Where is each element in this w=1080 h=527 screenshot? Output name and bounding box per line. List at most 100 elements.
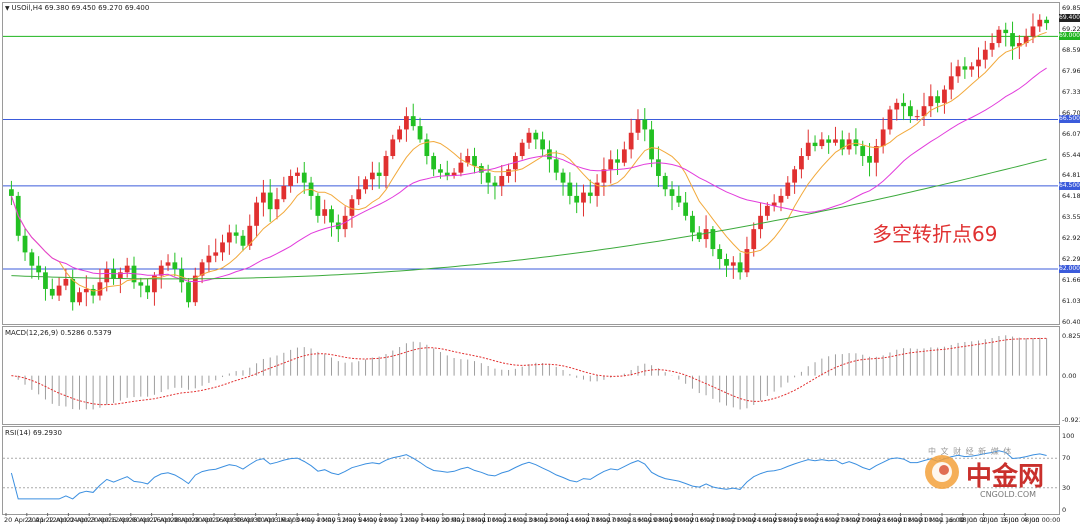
candle-body [696, 232, 702, 240]
candle-body [724, 259, 729, 266]
candle-body [138, 282, 144, 286]
time-axis-label: 31 May 16:00 [919, 516, 964, 524]
time-axis-label: 21 May 16:00 [732, 516, 777, 524]
candle-body [621, 149, 627, 163]
candle-body [526, 132, 532, 143]
candle-body [349, 199, 355, 216]
candle-body [492, 182, 498, 186]
logo-main-text: 中金网 [966, 462, 1045, 492]
rsi-panel[interactable] [2, 426, 1060, 515]
rsi-header: RSI(14) 69.2930 [5, 429, 62, 437]
candle-body [158, 265, 164, 276]
time-axis-label: 13 May 16:00 [544, 516, 590, 524]
time-axis-label: 10 May 08:00 [440, 516, 486, 524]
candle-body [615, 159, 620, 163]
candle-body [785, 182, 791, 196]
time-axis-label: 19 May 00:00 [648, 516, 694, 524]
candle-body [771, 202, 777, 206]
rsi-axis-label: 0 [1062, 506, 1067, 514]
candle-body [240, 235, 246, 246]
candle-body [288, 175, 294, 186]
candle-body [404, 116, 409, 130]
candle-body [778, 195, 784, 203]
time-axis-label: 6 May 12:00 [378, 516, 419, 524]
candle-body [506, 169, 511, 176]
candle-body [574, 195, 580, 203]
macd-header: MACD(12,26,9) 0.5286 0.5379 [5, 329, 112, 337]
candle-body [465, 156, 471, 163]
candle-body [165, 262, 171, 266]
candle-body [1037, 19, 1043, 27]
candle-body [758, 215, 763, 230]
candle-body [601, 169, 607, 183]
candle-body [942, 89, 947, 103]
candle-body [867, 156, 872, 163]
candle-body [104, 269, 110, 283]
candle-body [233, 232, 239, 236]
candle-body [83, 288, 89, 293]
time-axis-label: 3 Jun 08:00 [1002, 516, 1040, 524]
candle-body [860, 146, 866, 157]
macd-axis-label: -0.9234 [1062, 416, 1080, 424]
time-axis-label: 3 May 20:00 [295, 516, 336, 524]
candle-body [70, 278, 76, 303]
candle-body [376, 172, 382, 176]
main-chart-header: ▼ USOil,H4 69.380 69.450 69.270 69.400 [5, 4, 149, 13]
time-axis-label: 22 Apr 20:00 [66, 516, 109, 524]
candle-body [179, 269, 185, 283]
candle-body [519, 142, 525, 157]
candle-body [261, 192, 266, 203]
candle-body [478, 165, 484, 173]
price-axis-label: 66.705 [1062, 108, 1080, 117]
candle-body [567, 182, 573, 196]
time-axis-label: 19 May 16:00 [669, 516, 715, 524]
time-axis-label: 4 Jun 00:00 [1023, 516, 1061, 524]
candle-body [581, 192, 586, 203]
candle-body [63, 278, 69, 286]
macd-panel[interactable] [2, 326, 1060, 425]
candle-body [560, 172, 566, 183]
candle-body [444, 172, 450, 176]
candle-body [186, 282, 191, 303]
time-axis-label: 28 Apr 00:00 [170, 516, 213, 524]
candle-body [656, 159, 661, 176]
time-axis-label: 11 May 00:00 [461, 516, 507, 524]
candle-body [97, 282, 103, 296]
rsi-line [10, 450, 1047, 500]
price-axis-label: 62.925 [1062, 234, 1080, 243]
candle-body [710, 229, 716, 250]
price-tag: 66.500 [1059, 115, 1080, 124]
time-axis-label: 27 Apr 08:00 [149, 516, 192, 524]
price-axis-label: 67.965 [1062, 66, 1080, 75]
candle-body [451, 172, 457, 176]
candle-body [267, 192, 273, 210]
candle-body [9, 189, 14, 196]
candle-body [730, 262, 736, 266]
cngold-logo-icon [925, 455, 959, 489]
price-axis-label: 64.185 [1062, 192, 1080, 201]
time-axis-label: 30 Apr 16:00 [253, 516, 296, 524]
candle-body [799, 156, 804, 170]
candle-body [540, 139, 546, 150]
candle-body [192, 275, 198, 303]
candle-body [356, 189, 362, 200]
collapse-triangle-icon[interactable]: ▼ [5, 5, 12, 12]
candle-body [751, 229, 757, 250]
candle-body [369, 172, 375, 180]
price-axis-label: 60.405 [1062, 318, 1080, 326]
candle-body [322, 209, 328, 216]
candle-body [873, 146, 879, 163]
candle-body [145, 285, 150, 293]
turning-point-annotation: 多空转折点69 [872, 222, 998, 246]
ma-slow-line [11, 158, 1047, 280]
time-axis-label: 11 May 16:00 [482, 516, 527, 524]
candle-body [908, 106, 913, 117]
candle-body [281, 185, 287, 200]
macd-signal-line [11, 337, 1047, 406]
candle-body [295, 172, 300, 176]
time-axis-label: 2 Jun 16:00 [981, 516, 1019, 524]
candle-body [553, 159, 559, 173]
price-axis-label: 65.445 [1062, 150, 1080, 159]
